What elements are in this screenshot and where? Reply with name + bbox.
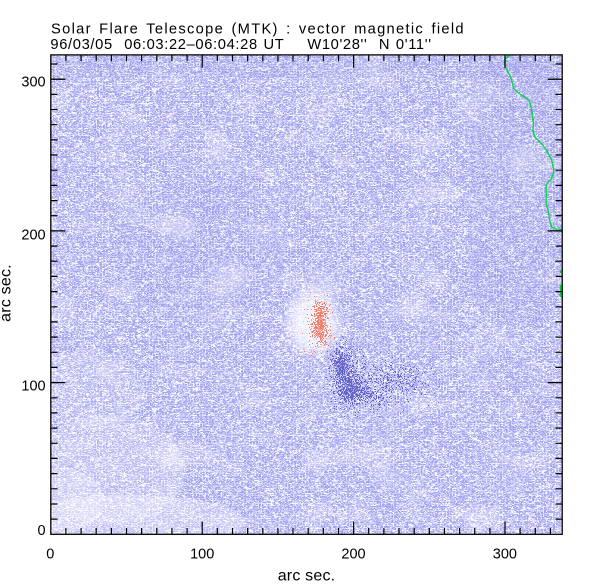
svg-text:0: 0 [46, 547, 54, 563]
svg-text:300: 300 [21, 74, 45, 90]
svg-text:Solar Flare Telescope (MTK) :: Solar Flare Telescope (MTK) : vector mag… [51, 22, 465, 38]
svg-text:200: 200 [21, 227, 45, 243]
svg-text:arc sec.: arc sec. [0, 264, 15, 322]
svg-text:arc sec.: arc sec. [278, 567, 336, 584]
svg-text:100: 100 [190, 547, 214, 563]
svg-text:200: 200 [341, 547, 365, 563]
svg-text:100: 100 [21, 379, 45, 395]
svg-text:300: 300 [493, 547, 517, 563]
svg-text:96/03/05 06:03:22–06:04:28 UT: 96/03/05 06:03:22–06:04:28 UT W10'28'' N… [50, 37, 431, 53]
svg-text:0: 0 [38, 523, 46, 539]
